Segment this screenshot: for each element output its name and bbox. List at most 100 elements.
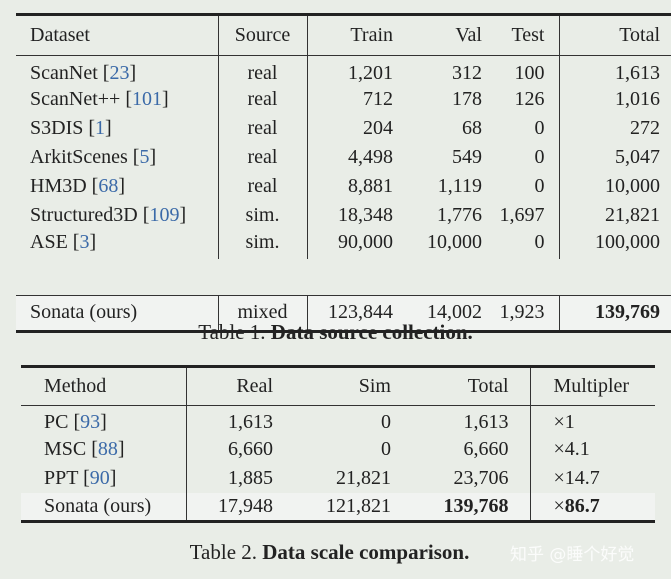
dataset-name: HM3D [68] — [16, 172, 219, 201]
val: 14,002 — [393, 294, 482, 331]
sim: 0 — [381, 437, 391, 460]
table-row: ASE [3] sim. 90,000 10,000 0 100,000 — [16, 230, 671, 259]
total: 6,660 — [391, 434, 531, 464]
header-multipler: Multipler — [530, 366, 655, 406]
dataset-name: ScanNet++ [101] — [16, 85, 219, 114]
multiplier: ×4.1 — [553, 437, 590, 460]
name: ScanNet — [30, 62, 98, 84]
citation-link[interactable]: 88 — [97, 437, 118, 460]
data-scale-table: Method Real Sim Total Multipler PC [93] … — [21, 365, 655, 523]
test: 1,697 — [482, 201, 560, 230]
val: 68 — [462, 117, 482, 139]
test: 126 — [482, 85, 560, 114]
header-train: Train — [307, 14, 393, 56]
val: 549 — [452, 146, 482, 168]
total: 272 — [630, 117, 660, 139]
table-header: Dataset Source Train Val Test Total — [16, 14, 671, 56]
table1-caption: Table 1. Data source collection. — [0, 320, 671, 345]
train: 18,348 — [338, 204, 393, 226]
sim: 121,821 — [273, 492, 391, 522]
method-name: PPT [90] — [21, 463, 187, 493]
source: sim. — [218, 201, 308, 230]
total: 139,768 — [391, 492, 531, 522]
sim: 21,821 — [336, 466, 391, 489]
caption-title: Data scale comparison. — [262, 540, 470, 564]
table-row: ScanNet++ [101] real 712 178 126 1,016 — [16, 85, 671, 114]
citation-link[interactable]: 3 — [79, 230, 90, 253]
val: 1,776 — [437, 204, 482, 226]
caption-prefix: Table 1. — [198, 320, 266, 344]
train: 8,881 — [348, 175, 393, 197]
caption-prefix: Table 2. — [189, 540, 258, 564]
test: 0 — [482, 172, 560, 201]
train: 204 — [363, 117, 393, 139]
dataset-name: S3DIS [1] — [16, 114, 219, 143]
source: sim. — [218, 230, 308, 259]
dataset-name: Structured3D [109] — [16, 201, 219, 230]
name: ScanNet++ — [30, 88, 121, 110]
header-val: Val — [393, 14, 482, 56]
train: 123,844 — [307, 294, 393, 331]
test: 0 — [482, 143, 560, 172]
citation-link[interactable]: 109 — [149, 204, 180, 226]
caption-title: Data source collection. — [270, 320, 473, 344]
table2-caption: Table 2. Data scale comparison. — [0, 540, 665, 565]
name: MSC — [44, 437, 87, 460]
total: 21,821 — [605, 204, 660, 226]
train: 90,000 — [338, 230, 393, 253]
val: 10,000 — [427, 230, 482, 253]
times-sign: × — [553, 494, 565, 517]
sim: 0 — [381, 410, 391, 433]
test: 100 — [482, 55, 560, 85]
dataset-name: Sonata (ours) — [16, 294, 219, 331]
name: S3DIS — [30, 117, 84, 139]
method-name: PC [93] — [21, 405, 187, 435]
test: 0 — [482, 114, 560, 143]
citation-link[interactable]: 90 — [89, 466, 110, 489]
name: ASE — [30, 230, 68, 253]
source: real — [218, 172, 308, 201]
dataset-name: ArkitScenes [5] — [16, 143, 219, 172]
citation-link[interactable]: 5 — [139, 146, 150, 168]
citation-link[interactable]: 23 — [109, 62, 130, 84]
table-row: ScanNet [23] real 1,201 312 100 1,613 — [16, 55, 671, 85]
table-row: MSC [88] 6,660 0 6,660 ×4.1 — [21, 434, 655, 464]
header-test: Test — [482, 14, 560, 56]
val: 1,119 — [437, 175, 482, 197]
dataset-name: ScanNet [23] — [16, 55, 219, 85]
header-total: Total — [559, 14, 671, 56]
train: 712 — [363, 88, 393, 110]
name: HM3D — [30, 175, 87, 197]
method-name: Sonata (ours) — [21, 492, 187, 522]
watermark: 知乎 @睡个好觉 — [510, 545, 635, 565]
multiplier-value: 86.7 — [564, 494, 600, 517]
citation-link[interactable]: 68 — [98, 175, 119, 197]
total: 139,769 — [559, 294, 671, 331]
total: 1,613 — [615, 62, 660, 84]
total: 1,613 — [391, 405, 531, 435]
real: 6,660 — [228, 437, 273, 460]
header-total: Total — [391, 366, 531, 406]
real: 17,948 — [186, 492, 273, 522]
real: 1,885 — [228, 466, 273, 489]
table-row: ArkitScenes [5] real 4,498 549 0 5,047 — [16, 143, 671, 172]
table-row: Structured3D [109] sim. 18,348 1,776 1,6… — [16, 201, 671, 230]
val: 312 — [452, 62, 482, 84]
citation-link[interactable]: 101 — [131, 88, 162, 110]
table-row: S3DIS [1] real 204 68 0 272 — [16, 114, 671, 143]
total: 23,706 — [391, 463, 531, 493]
dataset-name: ASE [3] — [16, 230, 219, 259]
val: 178 — [452, 88, 482, 110]
header-sim: Sim — [273, 366, 391, 406]
table-header: Method Real Sim Total Multipler — [21, 366, 655, 406]
method-name: MSC [88] — [21, 434, 187, 464]
name: Structured3D — [30, 204, 138, 226]
header-method: Method — [21, 366, 187, 406]
citation-link[interactable]: 93 — [80, 410, 101, 433]
citation-link[interactable]: 1 — [95, 117, 106, 139]
table-row: PC [93] 1,613 0 1,613 ×1 — [21, 405, 655, 435]
header-real: Real — [186, 366, 273, 406]
total: 1,016 — [615, 88, 660, 110]
multiplier: ×1 — [553, 410, 575, 433]
source: mixed — [218, 294, 308, 331]
